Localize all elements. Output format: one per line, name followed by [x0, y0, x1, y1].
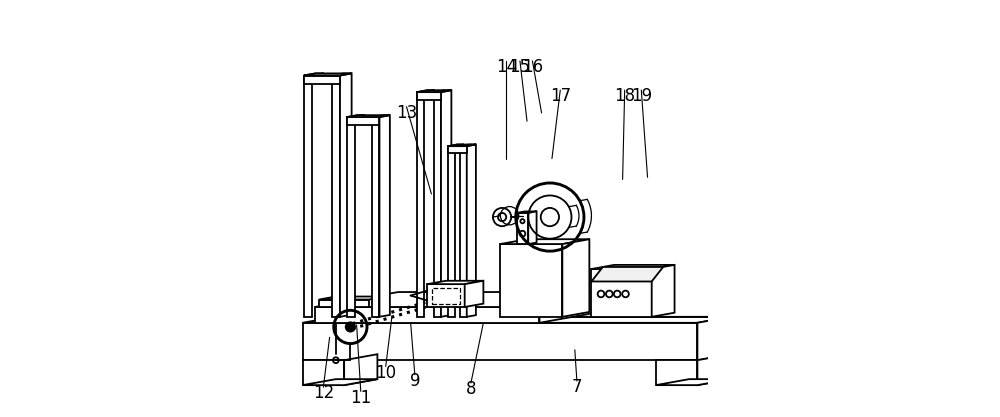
Polygon shape	[379, 115, 390, 317]
Polygon shape	[303, 317, 731, 323]
Polygon shape	[465, 281, 483, 307]
Polygon shape	[304, 73, 324, 75]
Text: 10: 10	[375, 364, 396, 382]
Text: 16: 16	[522, 58, 543, 76]
Polygon shape	[517, 213, 528, 244]
Polygon shape	[304, 75, 340, 84]
Polygon shape	[562, 239, 589, 317]
Text: 19: 19	[631, 87, 652, 105]
Polygon shape	[656, 379, 731, 385]
Polygon shape	[591, 269, 652, 317]
Polygon shape	[434, 90, 451, 92]
Text: 12: 12	[313, 384, 334, 402]
Polygon shape	[417, 92, 424, 317]
Polygon shape	[332, 73, 352, 75]
Polygon shape	[697, 317, 731, 360]
Polygon shape	[591, 267, 663, 281]
Polygon shape	[319, 299, 369, 307]
Polygon shape	[347, 115, 390, 117]
Polygon shape	[303, 360, 344, 385]
Polygon shape	[500, 239, 589, 244]
Polygon shape	[460, 146, 467, 317]
Text: 17: 17	[550, 87, 571, 105]
Polygon shape	[347, 117, 379, 125]
Polygon shape	[517, 211, 537, 213]
Polygon shape	[448, 145, 464, 146]
Text: 14: 14	[496, 58, 517, 76]
Polygon shape	[417, 92, 441, 100]
Polygon shape	[448, 146, 455, 317]
Polygon shape	[427, 284, 465, 307]
Text: 18: 18	[614, 87, 635, 105]
Polygon shape	[591, 265, 675, 269]
Polygon shape	[304, 73, 352, 75]
Polygon shape	[417, 90, 451, 92]
Polygon shape	[528, 211, 537, 244]
Polygon shape	[467, 145, 476, 317]
Polygon shape	[315, 307, 539, 323]
Polygon shape	[319, 296, 386, 299]
Polygon shape	[427, 281, 483, 284]
Text: 8: 8	[466, 380, 476, 398]
Polygon shape	[656, 360, 697, 385]
Text: 9: 9	[410, 372, 420, 390]
Polygon shape	[448, 146, 467, 153]
Polygon shape	[448, 145, 476, 146]
Polygon shape	[347, 117, 355, 317]
Polygon shape	[652, 265, 675, 317]
Polygon shape	[303, 379, 377, 385]
Polygon shape	[434, 92, 441, 317]
Circle shape	[346, 322, 355, 332]
Polygon shape	[304, 75, 312, 317]
Polygon shape	[315, 292, 623, 307]
Polygon shape	[332, 75, 340, 317]
Text: 13: 13	[396, 104, 417, 122]
Polygon shape	[340, 73, 352, 317]
Polygon shape	[372, 115, 390, 117]
Text: 7: 7	[572, 378, 582, 396]
Text: 11: 11	[350, 389, 371, 407]
Polygon shape	[539, 292, 623, 323]
Polygon shape	[460, 145, 476, 146]
Polygon shape	[372, 117, 379, 317]
Text: 15: 15	[509, 58, 531, 76]
Polygon shape	[417, 90, 435, 92]
Polygon shape	[500, 244, 562, 317]
Polygon shape	[697, 354, 731, 385]
Polygon shape	[347, 115, 365, 117]
Polygon shape	[344, 354, 377, 385]
Polygon shape	[303, 323, 697, 360]
Polygon shape	[441, 90, 451, 317]
